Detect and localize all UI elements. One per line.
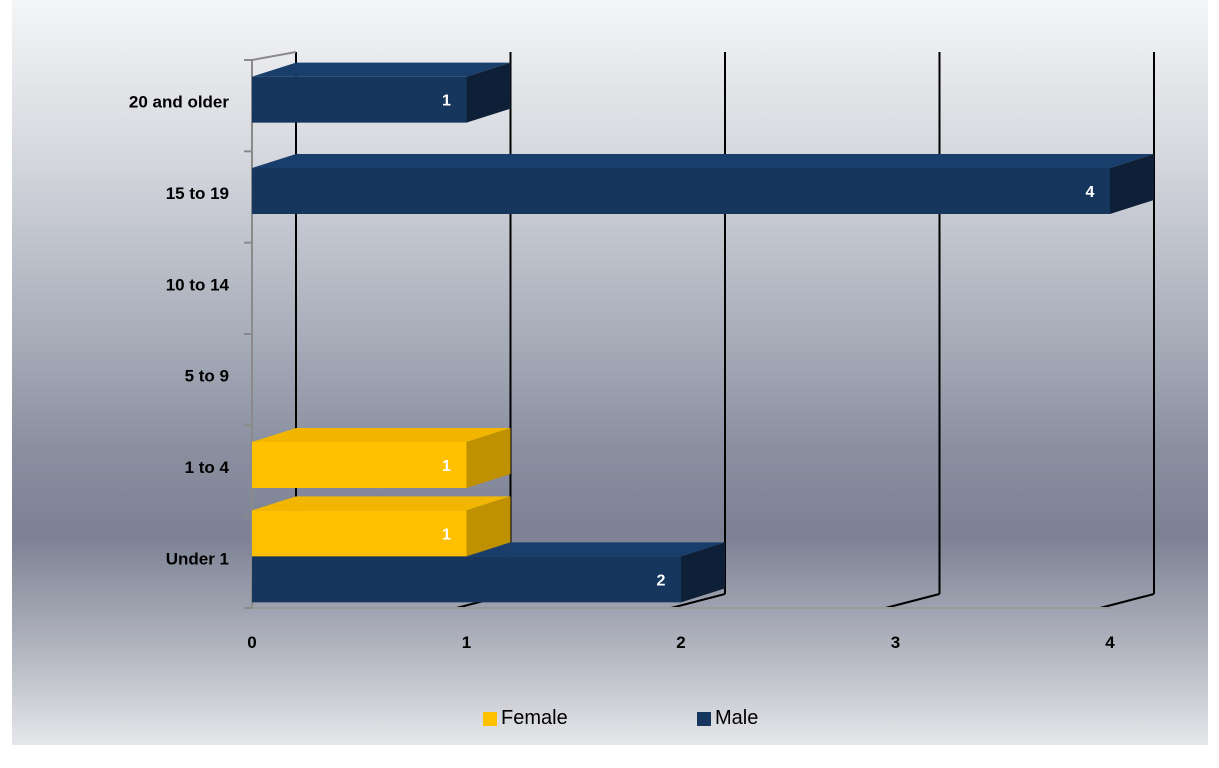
category-label-4: 15 to 19 bbox=[166, 184, 229, 203]
bar-top-female-0 bbox=[252, 496, 511, 511]
legend-item-female: Female bbox=[483, 707, 568, 730]
data-label-female-1: 1 bbox=[442, 458, 451, 475]
category-label-0: Under 1 bbox=[166, 549, 229, 568]
gridline-floor-2 bbox=[670, 593, 726, 609]
category-label-2: 5 to 9 bbox=[185, 367, 229, 386]
legend-item-male: Male bbox=[697, 707, 758, 730]
chart-plot: Under 1 1 to 4 5 to 9 10 to 14 15 to 19 20 an… bbox=[129, 51, 1155, 652]
data-label-male-4: 4 bbox=[1086, 184, 1095, 201]
x-tick-label-3: 3 bbox=[891, 633, 900, 652]
bar-side-female-0 bbox=[466, 496, 511, 557]
bar-male-5 bbox=[252, 76, 467, 123]
chart-area: Under 1 1 to 4 5 to 9 10 to 14 15 to 19 20 an… bbox=[12, 0, 1208, 745]
bar-male-0 bbox=[252, 556, 681, 603]
legend-swatch-male bbox=[697, 711, 711, 726]
category-label-5: 20 and older bbox=[129, 93, 230, 112]
legend-label-male: Male bbox=[715, 707, 759, 729]
data-label-male-0: 2 bbox=[657, 572, 666, 589]
bar-female-0 bbox=[252, 510, 467, 557]
category-label-3: 10 to 14 bbox=[166, 275, 230, 294]
data-label-female-0: 1 bbox=[442, 526, 451, 543]
gridline-floor-4 bbox=[1099, 593, 1155, 609]
bar-side-male-0 bbox=[681, 542, 725, 603]
bar-top-female-1 bbox=[252, 428, 511, 442]
x-tick-label-4: 4 bbox=[1105, 633, 1115, 652]
bar-top-male-5 bbox=[252, 62, 511, 77]
bar-male-4 bbox=[252, 168, 1110, 214]
bar-side-male-4 bbox=[1110, 154, 1154, 214]
x-tick-label-2: 2 bbox=[676, 633, 685, 652]
category-label-1: 1 to 4 bbox=[185, 458, 230, 477]
x-tick-label-0: 0 bbox=[247, 633, 256, 652]
chart-legend: Female Male bbox=[0, 707, 1219, 735]
bar-side-female-1 bbox=[466, 428, 511, 488]
bar-top-male-4 bbox=[252, 154, 1154, 168]
legend-swatch-female bbox=[483, 711, 497, 726]
legend-label-female: Female bbox=[501, 707, 568, 729]
gridline-floor-3 bbox=[885, 593, 940, 609]
wall-top-edge bbox=[251, 51, 297, 61]
bar-side-male-5 bbox=[466, 62, 511, 123]
bar-female-1 bbox=[252, 442, 467, 488]
x-tick-label-1: 1 bbox=[462, 633, 471, 652]
data-label-male-5: 1 bbox=[442, 93, 451, 110]
